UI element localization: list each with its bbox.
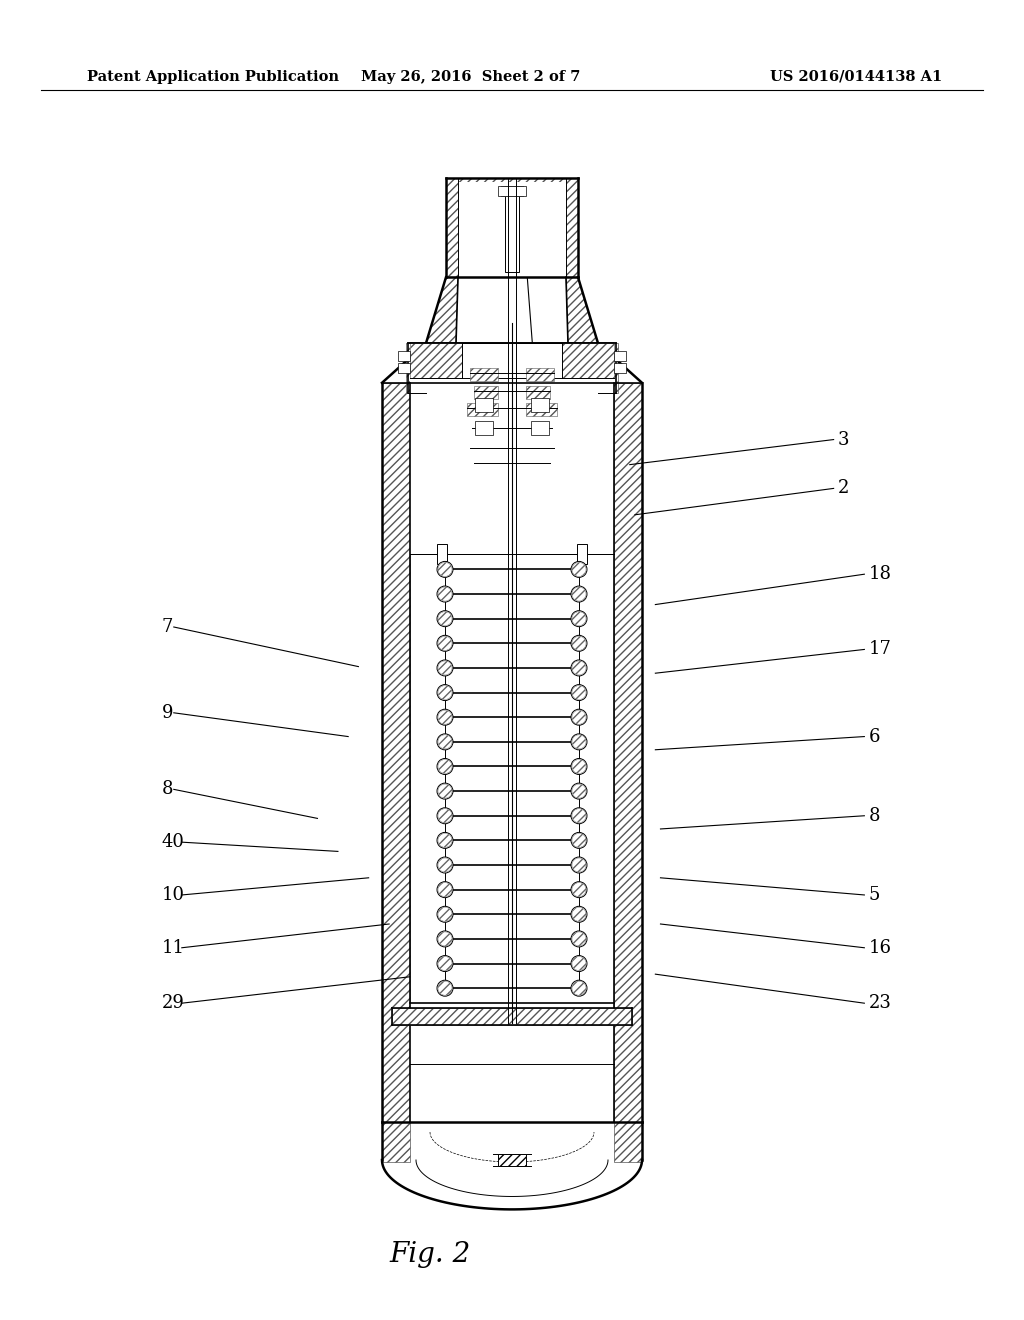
Polygon shape <box>614 363 626 374</box>
Circle shape <box>571 882 587 898</box>
Circle shape <box>571 586 587 602</box>
Polygon shape <box>614 351 626 362</box>
Bar <box>475 399 493 412</box>
Circle shape <box>437 833 453 849</box>
Text: US 2016/0144138 A1: US 2016/0144138 A1 <box>770 70 942 83</box>
Bar <box>410 343 462 379</box>
Text: 7: 7 <box>162 618 173 636</box>
Text: Fig. 2: Fig. 2 <box>389 1241 471 1267</box>
Bar <box>446 178 578 277</box>
Circle shape <box>437 981 453 997</box>
Bar <box>562 343 614 379</box>
Circle shape <box>571 981 587 997</box>
Bar <box>498 186 526 197</box>
Circle shape <box>437 956 453 972</box>
Circle shape <box>571 685 587 701</box>
Circle shape <box>437 635 453 651</box>
Circle shape <box>571 734 587 750</box>
Circle shape <box>571 956 587 972</box>
Text: 2: 2 <box>838 479 849 498</box>
Polygon shape <box>526 387 550 399</box>
Circle shape <box>437 783 453 799</box>
Polygon shape <box>526 368 554 381</box>
Bar <box>410 1003 614 1122</box>
Circle shape <box>437 907 453 923</box>
Bar <box>437 544 447 565</box>
Circle shape <box>437 882 453 898</box>
Text: Patent Application Publication: Patent Application Publication <box>87 70 339 83</box>
Text: 29: 29 <box>162 994 184 1012</box>
Circle shape <box>437 611 453 627</box>
Circle shape <box>437 857 453 873</box>
Bar <box>596 343 618 393</box>
Circle shape <box>437 759 453 775</box>
Bar <box>406 343 428 393</box>
Bar <box>427 554 597 1003</box>
Bar <box>577 544 587 565</box>
Circle shape <box>437 734 453 750</box>
Circle shape <box>571 611 587 627</box>
Circle shape <box>571 635 587 651</box>
Circle shape <box>571 660 587 676</box>
Text: 3: 3 <box>838 430 849 449</box>
Bar <box>501 186 523 197</box>
Polygon shape <box>566 277 598 343</box>
Circle shape <box>437 808 453 824</box>
Polygon shape <box>426 277 458 343</box>
Bar <box>382 1122 410 1162</box>
Text: 1: 1 <box>599 1068 610 1086</box>
Polygon shape <box>398 351 410 362</box>
Text: May 26, 2016  Sheet 2 of 7: May 26, 2016 Sheet 2 of 7 <box>361 70 581 83</box>
Text: 5: 5 <box>868 886 880 904</box>
Text: 10: 10 <box>162 886 184 904</box>
Polygon shape <box>470 368 498 381</box>
Text: 11: 11 <box>162 939 184 957</box>
Polygon shape <box>474 387 498 399</box>
Bar <box>382 383 410 1122</box>
Circle shape <box>437 561 453 577</box>
Circle shape <box>571 833 587 849</box>
Text: 18: 18 <box>868 565 891 583</box>
Circle shape <box>571 907 587 923</box>
Bar <box>614 383 642 1122</box>
Text: 40: 40 <box>162 833 184 851</box>
Bar <box>614 1122 642 1162</box>
Circle shape <box>571 808 587 824</box>
Circle shape <box>571 783 587 799</box>
Polygon shape <box>398 363 410 374</box>
Bar <box>410 343 614 554</box>
Circle shape <box>437 660 453 676</box>
Circle shape <box>571 759 587 775</box>
Text: 6: 6 <box>868 727 880 746</box>
Circle shape <box>437 709 453 725</box>
Text: 8: 8 <box>162 780 173 799</box>
Circle shape <box>571 561 587 577</box>
Bar <box>505 186 519 272</box>
Circle shape <box>571 931 587 946</box>
Bar <box>458 182 566 277</box>
Circle shape <box>571 857 587 873</box>
Text: 17: 17 <box>868 640 891 659</box>
Circle shape <box>437 931 453 946</box>
Bar <box>531 421 549 436</box>
Text: 16: 16 <box>868 939 891 957</box>
Circle shape <box>437 586 453 602</box>
Circle shape <box>571 709 587 725</box>
Text: 9: 9 <box>162 704 173 722</box>
Text: 23: 23 <box>868 994 891 1012</box>
Bar <box>392 1008 632 1026</box>
Bar <box>498 1154 526 1166</box>
Text: 8: 8 <box>868 807 880 825</box>
Polygon shape <box>467 403 498 416</box>
Circle shape <box>437 685 453 701</box>
Bar <box>475 421 493 436</box>
Bar <box>531 399 549 412</box>
Polygon shape <box>526 403 557 416</box>
